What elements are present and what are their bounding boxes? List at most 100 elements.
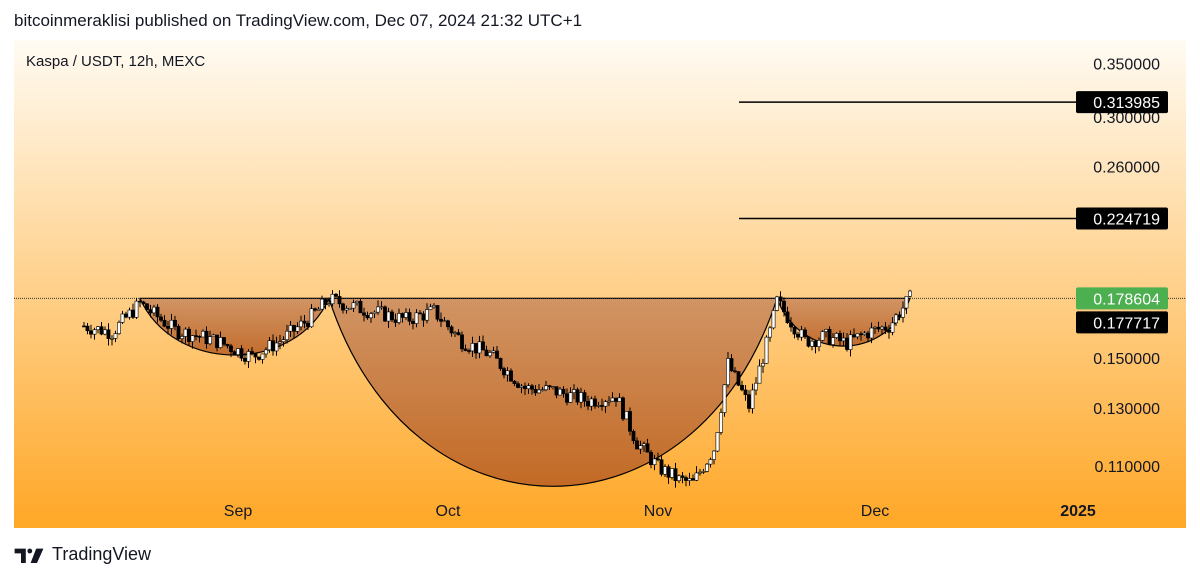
- candle-body: [712, 450, 716, 460]
- x-tick-label: Nov: [644, 503, 672, 520]
- candle-body: [288, 325, 293, 332]
- candle-body: [887, 329, 891, 333]
- candle-body: [432, 305, 436, 308]
- candle-body: [85, 325, 90, 332]
- candle-body: [544, 385, 548, 391]
- candle-body: [547, 385, 552, 388]
- candle-body: [740, 384, 744, 391]
- candle-body: [260, 353, 265, 360]
- candle-body: [229, 345, 233, 352]
- candle-body: [344, 308, 349, 311]
- candle: [299, 315, 303, 331]
- candle: [803, 327, 807, 339]
- candle-body: [873, 326, 877, 329]
- candle-body: [663, 466, 667, 475]
- candle-body: [106, 329, 111, 339]
- candle-body: [869, 327, 874, 339]
- candle: [635, 437, 639, 450]
- candle-body: [526, 385, 531, 390]
- candle-body: [491, 350, 496, 353]
- candle-body: [484, 349, 489, 357]
- candle: [243, 353, 247, 365]
- candle: [197, 335, 202, 343]
- candle-body: [264, 349, 268, 355]
- candle-body: [369, 313, 373, 319]
- candle-body: [600, 405, 604, 407]
- candle-body: [470, 343, 475, 352]
- candle: [204, 326, 209, 349]
- candle: [278, 335, 282, 350]
- candle: [96, 326, 100, 334]
- candle: [229, 343, 233, 358]
- candle-body: [358, 300, 363, 314]
- candle: [173, 315, 177, 331]
- candle-body: [845, 337, 849, 350]
- candle-body: [498, 358, 503, 369]
- candle-body: [607, 400, 611, 403]
- candle: [155, 304, 160, 323]
- y-tick-label: 0.150000: [1093, 351, 1160, 368]
- candle-body: [642, 443, 646, 446]
- candle-body: [575, 389, 580, 403]
- candle-body: [719, 412, 723, 433]
- candle-body: [628, 411, 632, 432]
- candle-body: [201, 330, 205, 338]
- candle: [428, 303, 433, 311]
- candle-body: [159, 316, 163, 321]
- candle-body: [775, 296, 779, 311]
- chart-panel[interactable]: 0.350000 0.300000 0.260000 0.150000 0.130000…: [14, 40, 1186, 528]
- candle-body: [859, 333, 863, 336]
- candle-body: [253, 353, 258, 358]
- price-badge-1: 0.224719: [1076, 207, 1168, 230]
- x-tick-label: Dec: [861, 503, 889, 520]
- price-badge-bg: [1076, 311, 1168, 334]
- candle-body: [439, 318, 443, 322]
- candle-body: [743, 389, 748, 395]
- candle-body: [313, 308, 317, 311]
- tradingview-brand: TradingView: [52, 544, 152, 564]
- pattern-cup-1: [328, 297, 778, 487]
- candle-body: [355, 300, 359, 304]
- candle-body: [124, 313, 128, 318]
- candle: [194, 329, 198, 341]
- candle: [498, 357, 503, 371]
- candle: [246, 349, 251, 368]
- candle-body: [589, 398, 594, 407]
- candle-body: [855, 333, 860, 338]
- tradingview-logo-icon: [14, 548, 44, 563]
- candle-body: [603, 401, 608, 407]
- candle-body: [666, 466, 671, 478]
- candle-body: [239, 348, 244, 359]
- candle: [120, 310, 125, 325]
- candle: [407, 308, 412, 326]
- candle: [134, 297, 139, 319]
- candle-body: [246, 351, 251, 362]
- candle: [883, 322, 888, 335]
- candle: [715, 431, 720, 453]
- candle-body: [617, 397, 622, 402]
- candle: [376, 300, 380, 315]
- candle-body: [197, 335, 202, 338]
- candle-body: [824, 329, 828, 332]
- candle-body: [477, 341, 482, 354]
- candle: [544, 380, 548, 392]
- y-tick-label: 0.300000: [1093, 110, 1160, 127]
- candle-body: [540, 389, 545, 392]
- candle: [250, 347, 254, 356]
- price-chart[interactable]: 0.350000 0.300000 0.260000 0.150000 0.130000…: [14, 40, 1186, 528]
- candle: [817, 337, 821, 352]
- candle-body: [278, 341, 282, 344]
- candle-body: [631, 430, 636, 442]
- candle-body: [428, 306, 433, 310]
- price-badge-bg: [1076, 91, 1168, 114]
- candle-body: [456, 332, 461, 336]
- candle: [638, 440, 643, 454]
- candle-body: [579, 392, 583, 403]
- candle: [519, 383, 524, 394]
- candle: [274, 336, 279, 356]
- candle: [631, 429, 636, 445]
- candle-body: [838, 333, 842, 342]
- candle: [372, 310, 377, 319]
- candle: [740, 380, 744, 392]
- candle-body: [460, 334, 464, 350]
